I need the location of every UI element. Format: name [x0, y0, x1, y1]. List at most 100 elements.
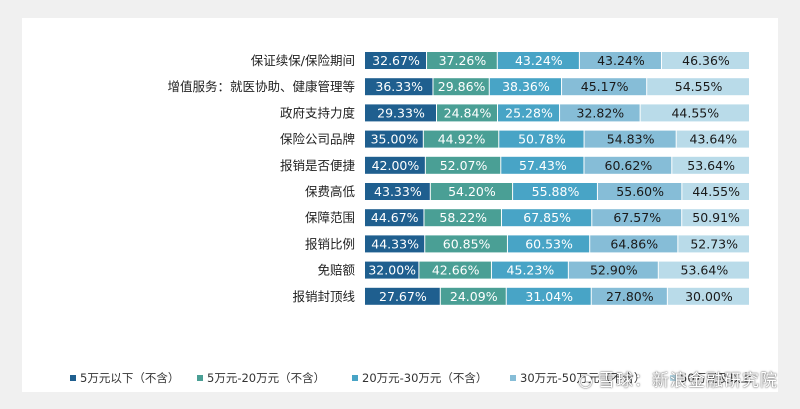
- bar-segment: [590, 235, 678, 253]
- data-label: 30.00%: [685, 289, 733, 304]
- data-label: 60.62%: [605, 158, 653, 173]
- data-label: 52.73%: [690, 236, 738, 251]
- bar-segment: [365, 130, 423, 148]
- category-label: 政府支持力度: [280, 105, 356, 120]
- data-label: 38.36%: [502, 79, 550, 94]
- data-label: 43.24%: [515, 53, 563, 68]
- data-label: 32.82%: [577, 105, 625, 120]
- bar-segment: [433, 78, 489, 96]
- bar-segment: [501, 156, 584, 174]
- legend-swatch: [197, 374, 203, 381]
- bar-segment: [584, 156, 672, 174]
- legend-swatch: [670, 374, 676, 381]
- data-label: 54.83%: [607, 132, 655, 147]
- bar-segment: [667, 287, 749, 305]
- legend-item: 5万元以下（不含）: [70, 370, 179, 386]
- chart-card: 保证续保/保险期间 32.67% 37.26% 43.24% 43.24% 46.36% 增…: [22, 18, 778, 392]
- bar-segment: [507, 235, 590, 253]
- data-label: 42.66%: [432, 263, 480, 278]
- snowball-logo-icon: ◔: [578, 371, 594, 391]
- legend-item: 5万元-20万元（不含）: [197, 370, 325, 386]
- watermark: ◔ 雪球：新浪金融研究院: [578, 366, 778, 391]
- data-label: 44.33%: [371, 236, 419, 251]
- data-label: 43.64%: [690, 132, 738, 147]
- bar-segment: [682, 209, 749, 227]
- data-label: 32.00%: [368, 263, 416, 278]
- legend-item: 30万元-50万元（不含）: [510, 370, 645, 386]
- category-label: 保险公司品牌: [280, 132, 355, 147]
- bar-segment: [499, 130, 584, 148]
- legend-label: 20万元-30万元（不含）: [362, 371, 488, 385]
- data-label: 60.53%: [525, 236, 573, 251]
- legend-swatch: [70, 374, 76, 381]
- bar-segment: [497, 104, 560, 122]
- data-label: 31.04%: [525, 289, 573, 304]
- bar-segment: [365, 261, 419, 279]
- bar-segment: [682, 183, 749, 200]
- data-label: 24.09%: [450, 289, 498, 304]
- category-label: 报销是否便捷: [280, 158, 356, 173]
- category-label: 保费高低: [305, 184, 356, 199]
- bar-segment: [568, 261, 658, 279]
- legend-label: 5万元-20万元（不含）: [207, 371, 326, 385]
- category-label: 报销封顶线: [292, 289, 355, 304]
- bar-segment: [647, 78, 749, 96]
- data-label: 32.67%: [372, 53, 420, 68]
- bar-segment: [513, 183, 597, 200]
- bar-segment: [560, 104, 640, 122]
- bar-segment: [423, 130, 499, 148]
- legend-item: 20万元-30万元（不含）: [352, 370, 487, 386]
- category-label: 免赔额: [317, 263, 355, 278]
- data-label: 29.33%: [377, 105, 425, 120]
- category-label: 增值服务：就医协助、健康管理等: [167, 79, 355, 94]
- data-label: 67.85%: [523, 210, 571, 225]
- data-label: 58.22%: [439, 210, 487, 225]
- data-label: 35.00%: [371, 132, 419, 147]
- data-label: 27.67%: [379, 289, 427, 304]
- data-label: 27.80%: [606, 289, 654, 304]
- bar-segment: [427, 52, 497, 69]
- data-label: 53.64%: [687, 158, 735, 173]
- bar-segment: [591, 287, 667, 305]
- bar-segment: [430, 183, 513, 200]
- data-label: 50.78%: [518, 132, 566, 147]
- data-label: 54.55%: [675, 79, 723, 94]
- bar-segment: [440, 287, 506, 305]
- data-label: 43.33%: [374, 184, 422, 199]
- legend-label: 5万元以下（不含）: [80, 371, 180, 385]
- watermark-text: 雪球：新浪金融研究院: [598, 371, 778, 391]
- data-label: 45.17%: [581, 79, 629, 94]
- data-label: 52.07%: [440, 158, 488, 173]
- bar-segment: [365, 235, 425, 253]
- legend-swatch: [352, 374, 358, 381]
- bar-segment: [562, 78, 647, 96]
- bar-segment: [672, 156, 749, 174]
- category-label: 保证续保/保险期间: [251, 53, 355, 68]
- bar-segment: [597, 183, 682, 200]
- bar-segment: [437, 104, 497, 122]
- data-label: 64.86%: [610, 236, 658, 251]
- bar-segment: [489, 78, 562, 96]
- data-label: 44.92%: [438, 132, 486, 147]
- data-label: 42.00%: [372, 158, 420, 173]
- data-label: 55.60%: [616, 184, 664, 199]
- data-label: 67.57%: [613, 210, 661, 225]
- bar-segment: [640, 104, 749, 122]
- category-label: 保障范围: [305, 210, 355, 225]
- bar-segment: [365, 183, 430, 200]
- legend-label: 30万元-50万元（不含）: [520, 371, 646, 385]
- data-label: 44.55%: [692, 184, 740, 199]
- data-label: 55.88%: [532, 184, 580, 199]
- data-label: 46.36%: [682, 53, 730, 68]
- chart-legend: 5万元以下（不含） 5万元-20万元（不含） 20万元-30万元（不含） 30万元-5…: [70, 370, 790, 388]
- bar-segment: [425, 156, 501, 174]
- bar-segment: [579, 52, 661, 69]
- data-label: 25.28%: [505, 105, 553, 120]
- bar-segment: [365, 156, 425, 174]
- bar-segment: [506, 287, 591, 305]
- data-label: 24.84%: [444, 105, 492, 120]
- bar-segment: [676, 130, 749, 148]
- bar-segment: [497, 52, 579, 69]
- data-label: 36.33%: [375, 79, 423, 94]
- data-label: 54.20%: [448, 184, 496, 199]
